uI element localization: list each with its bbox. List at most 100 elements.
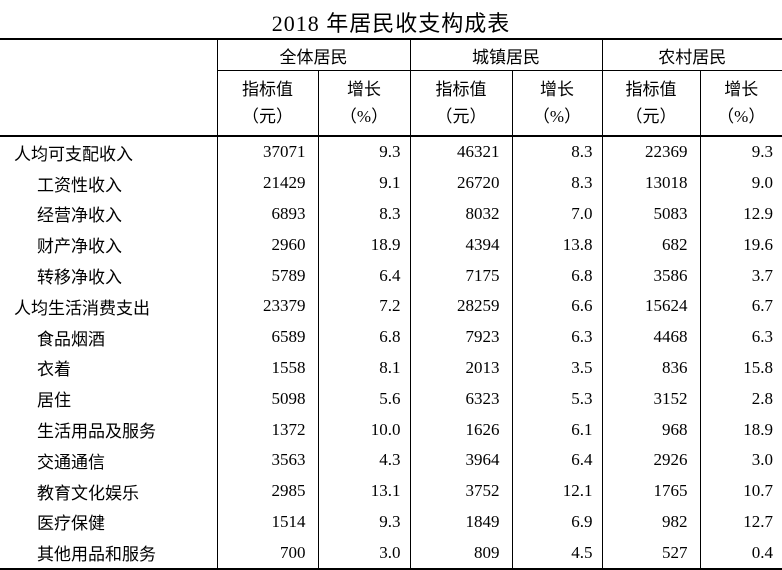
row-label: 交通通信 [37,452,105,472]
growth-cell: 8.3 [511,167,602,199]
growth-cell: 3.0 [317,537,410,570]
value-cell: 1558 [216,352,318,384]
table-row: 财产净收入 2960 18.9 4394 13.8 682 19.6 [0,229,782,261]
row-label: 人均生活消费支出 [14,298,150,318]
row-label: 财产净收入 [37,237,122,257]
income-expenditure-table: 全体居民 城镇居民 农村居民 指标值 （元） 增长 （%） 指标值 （元） 增长… [0,38,782,570]
subheader-value-rural: 指标值 （元） [601,70,700,137]
group-header-urban-residents: 城镇居民 [409,39,602,71]
value-cell: 1765 [601,475,700,507]
subheader-value-unit: （元） [242,107,293,126]
growth-cell: 12.1 [511,475,602,507]
row-label: 居住 [37,391,71,411]
growth-cell: 18.9 [317,229,410,261]
value-cell: 1372 [216,414,318,445]
table-row: 居住 5098 5.6 6323 5.3 3152 2.8 [0,383,782,415]
subheader-growth-unit: （%） [532,107,582,126]
table-row: 经营净收入 6893 8.3 8032 7.0 5083 12.9 [0,198,782,230]
value-cell: 21429 [216,167,318,199]
row-label: 教育文化娱乐 [37,483,139,503]
value-cell: 2926 [601,444,700,476]
value-cell: 836 [601,352,700,384]
growth-cell: 4.3 [317,444,410,476]
value-cell: 3152 [601,383,700,415]
value-cell: 527 [601,537,700,570]
growth-cell: 9.3 [317,136,410,168]
corner-cell [0,39,218,137]
value-cell: 6589 [216,321,318,353]
value-cell: 2960 [216,229,318,261]
value-cell: 28259 [409,290,512,322]
sub-header-row: 指标值 （元） 增长 （%） 指标值 （元） 增长 （%） 指标值 （元） 增长… [0,70,782,137]
growth-cell: 3.7 [699,260,782,291]
subheader-growth-unit: （%） [717,107,766,126]
subheader-growth-unit: （%） [339,107,389,126]
table-row: 人均可支配收入 37071 9.3 46321 8.3 22369 9.3 [0,136,782,168]
subheader-value-label: 指标值 [625,80,677,99]
growth-cell: 6.8 [511,260,602,291]
subheader-value-unit: （元） [625,107,677,126]
row-label: 生活用品及服务 [37,422,156,442]
growth-cell: 0.4 [699,537,782,570]
value-cell: 809 [409,537,512,570]
value-cell: 682 [601,229,700,261]
growth-cell: 9.0 [699,167,782,199]
growth-cell: 13.1 [317,475,410,507]
growth-cell: 6.6 [511,290,602,322]
page-title: 2018 年居民收支构成表 [271,11,511,36]
growth-cell: 9.1 [317,167,410,199]
value-cell: 5083 [601,198,700,230]
value-cell: 15624 [601,290,700,322]
row-label: 工资性收入 [37,175,122,195]
table-row: 人均生活消费支出 23379 7.2 28259 6.6 15624 6.7 [0,290,782,322]
value-cell: 3964 [409,444,512,476]
row-label: 转移净收入 [37,268,122,288]
table-row: 转移净收入 5789 6.4 7175 6.8 3586 3.7 [0,260,782,291]
growth-cell: 6.4 [511,444,602,476]
growth-cell: 8.1 [317,352,410,384]
table-row: 生活用品及服务 1372 10.0 1626 6.1 968 18.9 [0,414,782,445]
value-cell: 37071 [216,136,318,168]
row-label: 食品烟酒 [37,329,105,349]
value-cell: 4468 [601,321,700,353]
growth-cell: 6.8 [317,321,410,353]
row-label: 衣着 [37,360,71,380]
table-row: 其他用品和服务 700 3.0 809 4.5 527 0.4 [0,537,782,570]
table-row: 衣着 1558 8.1 2013 3.5 836 15.8 [0,352,782,384]
growth-cell: 6.1 [511,414,602,445]
subheader-value-all: 指标值 （元） [216,70,318,137]
value-cell: 5098 [216,383,318,415]
value-cell: 7923 [409,321,512,353]
growth-cell: 9.3 [317,506,410,538]
value-cell: 8032 [409,198,512,230]
group-header-rural-residents: 农村居民 [601,39,782,71]
growth-cell: 8.3 [317,198,410,230]
table-row: 教育文化娱乐 2985 13.1 3752 12.1 1765 10.7 [0,475,782,507]
value-cell: 2013 [409,352,512,384]
growth-cell: 19.6 [699,229,782,261]
row-label: 医疗保健 [37,514,105,534]
growth-cell: 6.9 [511,506,602,538]
growth-cell: 3.5 [511,352,602,384]
value-cell: 26720 [409,167,512,199]
growth-cell: 18.9 [699,414,782,445]
table-row: 医疗保健 1514 9.3 1849 6.9 982 12.7 [0,506,782,538]
growth-cell: 13.8 [511,229,602,261]
subheader-growth-urban: 增长 （%） [511,70,602,137]
growth-cell: 9.3 [699,136,782,168]
growth-cell: 15.8 [699,352,782,384]
value-cell: 6323 [409,383,512,415]
growth-cell: 2.8 [699,383,782,415]
growth-cell: 4.5 [511,537,602,570]
subheader-growth-label: 增长 [540,80,574,99]
row-label: 其他用品和服务 [37,545,156,565]
value-cell: 22369 [601,136,700,168]
value-cell: 3563 [216,444,318,476]
table-row: 食品烟酒 6589 6.8 7923 6.3 4468 6.3 [0,321,782,353]
subheader-value-urban: 指标值 （元） [409,70,512,137]
subheader-growth-label: 增长 [347,80,381,99]
group-header-all-residents: 全体居民 [216,39,410,71]
subheader-growth-label: 增长 [724,80,759,99]
value-cell: 968 [601,414,700,445]
value-cell: 1849 [409,506,512,538]
